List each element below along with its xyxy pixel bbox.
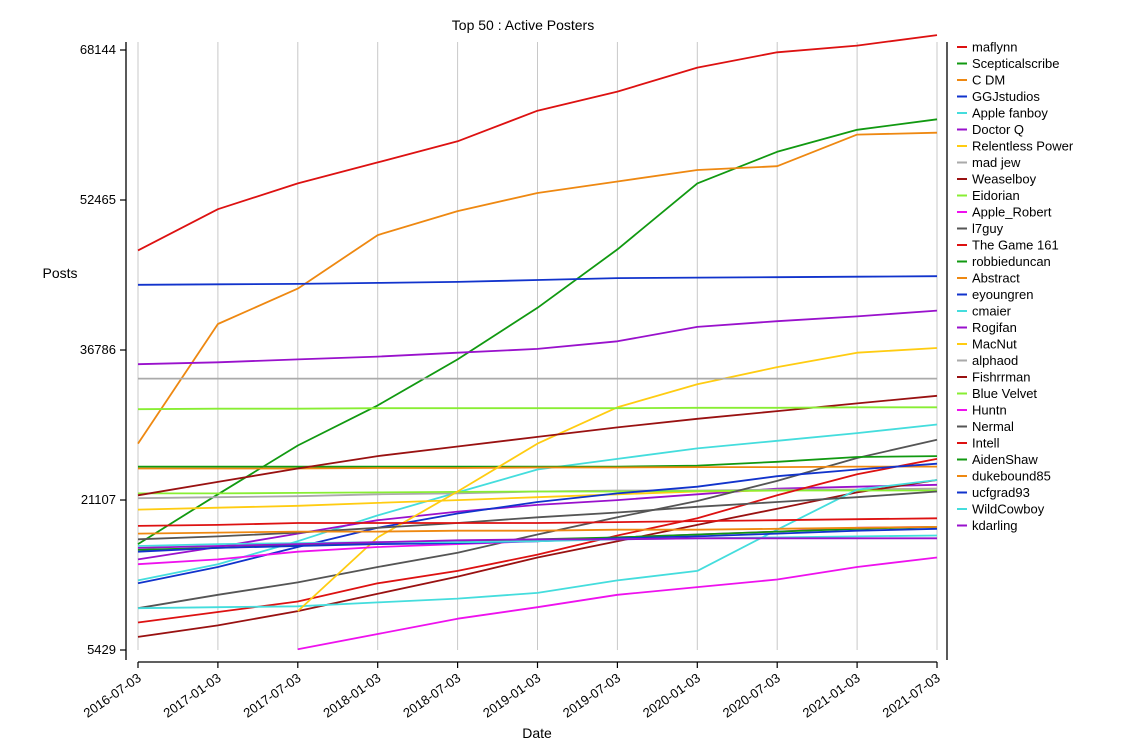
series-line-21 bbox=[137, 406, 937, 411]
series-line-17 bbox=[137, 309, 938, 366]
series-line-14 bbox=[138, 465, 937, 470]
legend-label: cmaier bbox=[972, 304, 1012, 319]
legend-label: alphaod bbox=[972, 353, 1018, 368]
x-tick-label: 2020-07-03 bbox=[720, 670, 783, 720]
y-axis-ticks: 5429 21107 36786 52465 68144 bbox=[80, 42, 126, 657]
y-tick-label: 36786 bbox=[80, 342, 116, 357]
y-tick-label: 68144 bbox=[80, 42, 116, 57]
series-line-9 bbox=[138, 489, 937, 495]
series-line-1 bbox=[137, 118, 938, 545]
x-tick-label: 2018-07-03 bbox=[400, 670, 463, 720]
legend-label: kdarling bbox=[972, 518, 1018, 533]
legend-label: Apple_Robert bbox=[972, 205, 1052, 220]
legend-label: Abstract bbox=[972, 271, 1020, 286]
legend-label: Eidorian bbox=[972, 188, 1020, 203]
series-line-2 bbox=[137, 131, 938, 445]
y-tick-label: 52465 bbox=[80, 192, 116, 207]
series-line-28 bbox=[137, 534, 938, 547]
legend-label: Apple fanboy bbox=[972, 106, 1048, 121]
legend-label: Blue Velvet bbox=[972, 386, 1037, 401]
x-axis-title: Date bbox=[522, 725, 552, 741]
legend-label: The Game 161 bbox=[972, 238, 1059, 253]
x-tick-label: 2017-07-03 bbox=[240, 670, 303, 720]
x-tick-label: 2018-01-03 bbox=[320, 670, 383, 720]
y-tick-label: 5429 bbox=[87, 642, 116, 657]
y-axis-title: Posts bbox=[42, 265, 77, 281]
series-line-0 bbox=[137, 34, 938, 252]
series-line-12 bbox=[137, 458, 938, 624]
legend-label: C DM bbox=[972, 73, 1005, 88]
legend-label: GGJstudios bbox=[972, 89, 1040, 104]
legend-label: Scepticalscribe bbox=[972, 56, 1059, 71]
gridlines bbox=[137, 42, 938, 650]
legend-label: Intell bbox=[972, 436, 1000, 451]
x-axis-ticks: 2016-07-03 2017-01-03 2017-07-03 2018-01-03… bbox=[81, 662, 943, 721]
series-line-3 bbox=[137, 275, 938, 286]
x-tick-label: 2017-01-03 bbox=[161, 670, 224, 720]
series-lines bbox=[137, 34, 938, 651]
x-tick-label: 2019-07-03 bbox=[560, 670, 623, 720]
legend-label: Doctor Q bbox=[972, 122, 1024, 137]
legend-label: AidenShaw bbox=[972, 452, 1038, 467]
series-line-23 bbox=[137, 490, 938, 541]
legend-label: ucfgrad93 bbox=[972, 485, 1030, 500]
legend-label: maflynn bbox=[972, 40, 1018, 55]
x-tick-label: 2020-01-03 bbox=[640, 670, 703, 720]
legend-label: Relentless Power bbox=[972, 139, 1074, 154]
legend-label: Weaselboy bbox=[972, 172, 1037, 187]
legend-label: robbieduncan bbox=[972, 254, 1051, 269]
series-line-8 bbox=[137, 479, 938, 638]
legend-label: Fishrrman bbox=[972, 370, 1031, 385]
series-line-10 bbox=[297, 556, 938, 651]
y-tick-label: 21107 bbox=[81, 492, 116, 507]
legend-label: WildCowboy bbox=[972, 502, 1045, 517]
legend-label: l7guy bbox=[972, 221, 1004, 236]
legend-label: dukebound85 bbox=[972, 469, 1051, 484]
legend-label: mad jew bbox=[972, 155, 1021, 170]
legend-label: Huntn bbox=[972, 403, 1007, 418]
x-tick-label: 2019-01-03 bbox=[480, 670, 543, 720]
series-line-29 bbox=[137, 537, 937, 549]
series-line-26 bbox=[137, 526, 938, 535]
x-tick-label: 2016-07-03 bbox=[81, 670, 144, 720]
series-line-24 bbox=[137, 517, 938, 527]
series-line-4 bbox=[137, 423, 938, 582]
axes bbox=[125, 42, 948, 663]
legend-label: MacNut bbox=[972, 337, 1017, 352]
legend-label: Rogifan bbox=[972, 320, 1017, 335]
x-tick-label: 2021-07-03 bbox=[880, 670, 943, 720]
chart-title: Top 50 : Active Posters bbox=[452, 17, 594, 33]
x-tick-label: 2021-01-03 bbox=[800, 670, 863, 720]
series-line-16 bbox=[137, 479, 938, 610]
legend-label: Nermal bbox=[972, 419, 1014, 434]
legend-label: eyoungren bbox=[972, 287, 1033, 302]
